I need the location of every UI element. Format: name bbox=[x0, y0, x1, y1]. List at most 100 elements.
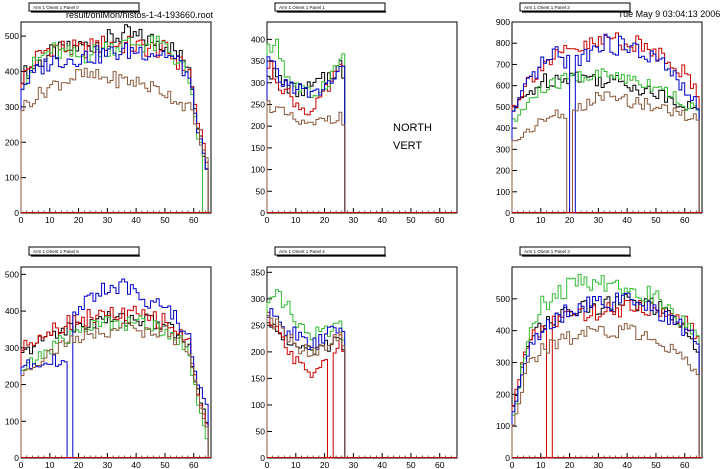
x-tick-label: 10 bbox=[536, 460, 546, 469]
y-tick-label: 300 bbox=[5, 343, 19, 353]
x-tick-label: 30 bbox=[594, 460, 604, 469]
y-tick-label: 0 bbox=[505, 453, 510, 463]
panel-title: Arm 1 Orient 1 Panel 1 bbox=[279, 5, 325, 10]
y-tick-label: 800 bbox=[496, 38, 510, 48]
x-tick-label: 40 bbox=[131, 460, 141, 469]
date-label: Tue May 9 03:04:13 2006 bbox=[618, 9, 720, 19]
x-tick-label: 10 bbox=[45, 215, 55, 225]
x-tick-label: 0 bbox=[19, 215, 24, 225]
y-tick-label: 400 bbox=[496, 123, 510, 133]
y-tick-label: 200 bbox=[496, 166, 510, 176]
y-tick-label: 50 bbox=[256, 186, 266, 196]
x-tick-label: 30 bbox=[103, 215, 113, 225]
plot-frame bbox=[266, 21, 458, 214]
x-tick-label: 60 bbox=[680, 460, 690, 469]
y-tick-label: 100 bbox=[251, 165, 265, 175]
x-tick-label: 30 bbox=[103, 460, 113, 469]
annotation-north: NORTH bbox=[393, 122, 432, 134]
y-tick-label: 150 bbox=[251, 373, 265, 383]
x-tick-label: 50 bbox=[651, 460, 661, 469]
x-tick-label: 50 bbox=[160, 215, 170, 225]
y-tick-label: 500 bbox=[496, 102, 510, 112]
x-tick-label: 10 bbox=[291, 215, 301, 225]
x-tick-label: 40 bbox=[622, 460, 632, 469]
y-tick-label: 100 bbox=[496, 421, 510, 431]
plot-frame bbox=[511, 266, 703, 459]
series-green bbox=[511, 273, 700, 458]
x-tick-label: 0 bbox=[265, 215, 270, 225]
x-tick-label: 0 bbox=[265, 460, 270, 469]
y-tick-label: 100 bbox=[251, 400, 265, 410]
series-blue bbox=[266, 56, 346, 213]
title-frame bbox=[519, 246, 631, 256]
y-tick-label: 150 bbox=[251, 143, 265, 153]
series-brown bbox=[511, 323, 700, 458]
y-tick-label: 200 bbox=[251, 121, 265, 131]
y-tick-label: 500 bbox=[5, 269, 19, 279]
x-tick-label: 50 bbox=[160, 460, 170, 469]
x-tick-label: 50 bbox=[406, 460, 416, 469]
panel-title: Arm 1 Orient 1 Panel 0 bbox=[33, 5, 79, 10]
y-tick-label: 300 bbox=[251, 294, 265, 304]
y-tick-label: 0 bbox=[14, 208, 19, 218]
y-tick-label: 500 bbox=[496, 294, 510, 304]
panel-title: Arm 1 Orient 1 Panel 5 bbox=[33, 249, 79, 254]
series-brown bbox=[20, 67, 209, 213]
series-red bbox=[266, 61, 346, 213]
y-tick-label: 500 bbox=[5, 31, 19, 41]
x-tick-label: 30 bbox=[349, 460, 359, 469]
y-tick-label: 300 bbox=[5, 102, 19, 112]
title-frame bbox=[28, 2, 140, 12]
panel-title-box: Arm 1 Orient 1 Panel 3 bbox=[519, 246, 631, 257]
y-tick-label: 400 bbox=[496, 326, 510, 336]
series-green bbox=[20, 315, 209, 458]
series-brown bbox=[266, 315, 346, 458]
y-tick-label: 400 bbox=[5, 306, 19, 316]
x-tick-label: 20 bbox=[74, 460, 84, 469]
y-tick-label: 400 bbox=[251, 34, 265, 44]
x-tick-label: 20 bbox=[74, 215, 84, 225]
y-tick-label: 300 bbox=[496, 144, 510, 154]
x-tick-label: 40 bbox=[622, 215, 632, 225]
x-tick-label: 30 bbox=[349, 215, 359, 225]
y-tick-label: 200 bbox=[496, 389, 510, 399]
y-tick-label: 400 bbox=[5, 67, 19, 77]
y-tick-label: 0 bbox=[260, 208, 265, 218]
panel-title: Arm 1 Orient 1 Panel 3 bbox=[524, 249, 570, 254]
panels-group: Arm 1 Orient 1 Panel 00 10 20 30 40 50 6001002… bbox=[5, 2, 703, 469]
x-tick-label: 60 bbox=[435, 460, 445, 469]
x-tick-label: 10 bbox=[536, 215, 546, 225]
x-tick-label: 10 bbox=[45, 460, 55, 469]
panel-title: Arm 1 Orient 1 Panel 2 bbox=[524, 5, 570, 10]
x-tick-label: 30 bbox=[594, 215, 604, 225]
series-red bbox=[511, 299, 700, 459]
y-tick-label: 0 bbox=[14, 453, 19, 463]
series-brown bbox=[20, 321, 209, 458]
title-frame bbox=[274, 246, 386, 256]
y-tick-label: 700 bbox=[496, 59, 510, 69]
series-blue bbox=[511, 292, 700, 458]
x-tick-label: 20 bbox=[565, 215, 575, 225]
series-black bbox=[511, 293, 700, 458]
x-tick-label: 40 bbox=[131, 215, 141, 225]
panel-4: Arm 1 Orient 1 Panel 4 0 10 20 30 40 50 60 0 50 10… bbox=[251, 246, 458, 469]
y-tick-label: 900 bbox=[496, 17, 510, 27]
y-tick-label: 200 bbox=[5, 137, 19, 147]
panel-title-box: Arm 1 Orient 1 Panel 2 bbox=[519, 2, 631, 13]
x-tick-label: 60 bbox=[189, 215, 199, 225]
panel-title-box: Arm 1 Orient 1 Panel 5 bbox=[28, 246, 140, 257]
series-red bbox=[20, 35, 209, 213]
panel-5: Arm 1 Orient 1 Panel 3 0 10 20 30 40 50 60 0 100 2… bbox=[496, 246, 703, 469]
x-tick-label: 0 bbox=[510, 460, 515, 469]
x-tick-label: 20 bbox=[565, 460, 575, 469]
x-tick-label: 0 bbox=[510, 215, 515, 225]
y-tick-label: 250 bbox=[251, 320, 265, 330]
x-tick-label: 60 bbox=[189, 460, 199, 469]
title-frame bbox=[274, 2, 386, 12]
annotation-vert: VERT bbox=[393, 140, 422, 152]
x-tick-label: 20 bbox=[320, 460, 330, 469]
y-tick-label: 200 bbox=[251, 347, 265, 357]
x-tick-label: 60 bbox=[435, 215, 445, 225]
series-blue bbox=[20, 42, 209, 213]
